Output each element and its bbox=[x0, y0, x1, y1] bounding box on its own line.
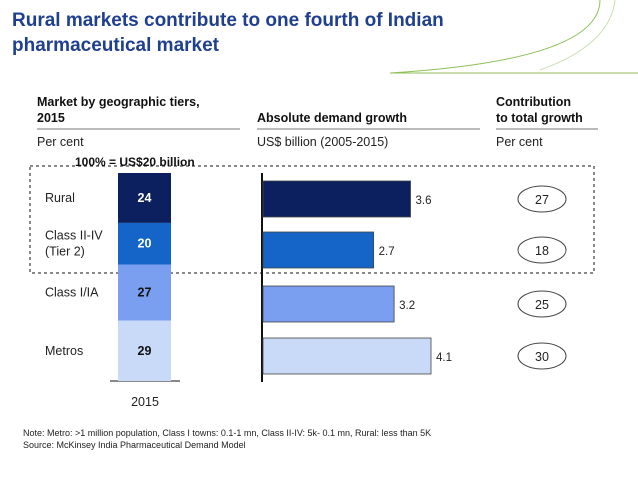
slide-title: Rural markets contribute to one fourth o… bbox=[12, 8, 572, 58]
contribution-oval bbox=[517, 185, 567, 213]
stack-segment bbox=[118, 264, 171, 321]
growth-value-label: 3.2 bbox=[399, 300, 415, 312]
growth-bar bbox=[262, 231, 375, 269]
growth-value-label: 2.7 bbox=[379, 246, 395, 258]
contribution-value-label: 27 bbox=[535, 193, 549, 207]
total-label: 100% = US$20 billion bbox=[75, 155, 195, 169]
right-subheader: Per cent bbox=[496, 135, 543, 149]
right-header-line-2: to total growth bbox=[496, 111, 583, 125]
contribution-value-label: 30 bbox=[535, 350, 549, 364]
contribution-oval bbox=[517, 236, 567, 264]
title-line-2: pharmaceutical market bbox=[12, 35, 219, 56]
category-label: Class II-IV bbox=[45, 229, 103, 243]
growth-bar bbox=[262, 180, 411, 218]
stack-segment-label: 20 bbox=[138, 237, 152, 251]
right-header-line-1: Contribution bbox=[496, 95, 571, 109]
footnote: Note: Metro: >1 million population, Clas… bbox=[23, 428, 432, 438]
stack-segment-label: 29 bbox=[138, 344, 152, 358]
contribution-value-label: 18 bbox=[535, 244, 549, 258]
contribution-oval bbox=[517, 342, 567, 370]
category-label: Class I/IA bbox=[45, 286, 99, 300]
stack-segment-label: 27 bbox=[138, 286, 152, 300]
middle-subheader: US$ billion (2005-2015) bbox=[257, 135, 388, 149]
growth-bar bbox=[262, 285, 395, 323]
stack-segment-label: 24 bbox=[138, 191, 152, 205]
stack-segment bbox=[118, 173, 171, 223]
year-label: 2015 bbox=[131, 395, 159, 409]
title-line-1: Rural markets contribute to one fourth o… bbox=[12, 10, 444, 31]
stack-segment bbox=[118, 222, 171, 265]
chart-marks: 24 Rural 20 Class II-IV (Tier 2) 27 Class I/IA… bbox=[45, 173, 567, 381]
growth-value-label: 3.6 bbox=[416, 195, 432, 207]
left-header-line-1: Market by geographic tiers, bbox=[37, 95, 200, 109]
growth-value-label: 4.1 bbox=[436, 352, 452, 364]
category-label: Metros bbox=[45, 344, 83, 358]
contribution-oval bbox=[517, 290, 567, 318]
category-label: (Tier 2) bbox=[45, 245, 85, 259]
left-header-line-2: 2015 bbox=[37, 111, 65, 125]
stack-segment bbox=[118, 320, 171, 381]
source-note: Source: McKinsey India Pharmaceutical De… bbox=[23, 440, 246, 450]
growth-bar bbox=[262, 337, 432, 375]
category-label: Rural bbox=[45, 191, 75, 205]
left-subheader: Per cent bbox=[37, 135, 84, 149]
middle-header: Absolute demand growth bbox=[257, 111, 407, 125]
contribution-value-label: 25 bbox=[535, 298, 549, 312]
highlight-box bbox=[29, 165, 595, 274]
